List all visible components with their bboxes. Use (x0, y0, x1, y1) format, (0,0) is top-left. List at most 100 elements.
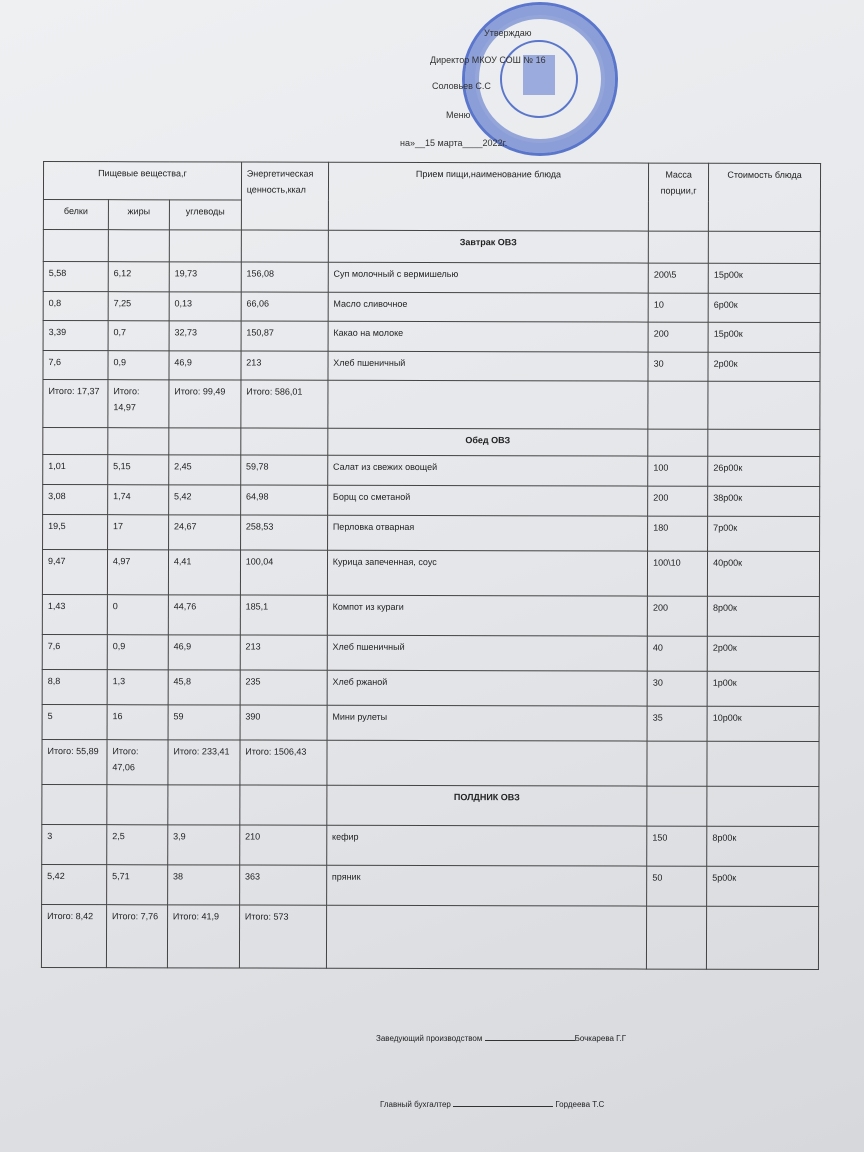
cell-energy: 235 (239, 670, 327, 706)
menu-table: Пищевые вещества,г Энергетическая ценнос… (41, 161, 821, 970)
cell-cost: 1р00к (707, 671, 820, 707)
total-row: Итого: 17,37 Итого: 14,97 Итого: 99,49 Итог… (42, 379, 820, 430)
director-name: Соловьев С.С (432, 81, 491, 91)
cell-fat: 4,97 (107, 549, 169, 595)
cell-dish-name: Суп молочный с вермишелью (327, 262, 649, 294)
cell-mass: 40 (647, 636, 708, 672)
cell-cost: 2р00к (708, 352, 821, 382)
dish-row: 3,39 0,7 32,73 150,87 Какао на молоке 200 15р0… (43, 320, 821, 353)
cell-mass: 30 (647, 671, 708, 707)
cell-mass: 100\10 (647, 551, 708, 597)
cell-dish-name: Масло сливочное (327, 292, 649, 323)
header-protein: белки (43, 199, 109, 230)
cell-protein: 3,39 (43, 320, 109, 351)
cell-fat: 6,12 (108, 261, 170, 292)
header-meal: Прием пищи,наименование блюда (328, 162, 649, 232)
cell-mass: 150 (646, 826, 707, 867)
total-cell: Итого: 17,37 (42, 379, 108, 428)
total-cell: Итого: 7,76 (106, 904, 168, 968)
cell-fat: 2,5 (106, 824, 168, 865)
dish-row: 1,43 0 44,76 185,1 Компот из кураги 200 8р00к (42, 594, 820, 637)
cell-dish-name: кефир (326, 825, 647, 867)
cell-dish-name: Компот из кураги (327, 595, 648, 637)
cell-protein: 5,58 (43, 261, 109, 292)
cell-cost: 10р00к (707, 706, 820, 742)
cell-protein: 19,5 (42, 514, 108, 550)
cell-protein: 8,8 (42, 669, 108, 705)
section-row: Завтрак ОВЗ (43, 229, 821, 264)
cell-fat: 0,9 (107, 350, 169, 380)
cell-protein: 0,8 (43, 291, 109, 321)
section-row: ПОЛДНИК ОВЗ (41, 784, 819, 827)
cell-mass: 50 (646, 866, 707, 907)
cell-protein: 7,6 (42, 350, 108, 380)
cell-protein: 5,42 (41, 864, 107, 905)
cell-carb: 4,41 (168, 549, 241, 596)
cell-mass: 180 (647, 516, 708, 552)
cell-fat: 5,71 (106, 864, 168, 905)
section-title: Завтрак ОВЗ (328, 230, 649, 264)
cell-dish-name: Борщ со сметаной (327, 485, 648, 517)
cell-carb: 0,13 (168, 291, 241, 322)
cell-mass: 200\5 (648, 263, 709, 294)
cell-dish-name: Перловка отварная (327, 515, 648, 552)
cell-fat: 0,7 (107, 320, 169, 351)
cell-mass: 200 (648, 322, 709, 353)
cell-fat: 0,9 (107, 634, 169, 670)
prod-label: Заведующий производством (376, 1034, 483, 1043)
cell-cost: 8р00к (707, 596, 820, 637)
accountant-signature: Главный бухгалтер Гордеева Т.С (380, 1096, 604, 1109)
cell-fat: 16 (106, 704, 168, 740)
dish-row: 5,42 5,71 38 363 пряник 50 5р00к (41, 864, 819, 907)
cell-energy: 213 (240, 351, 328, 381)
cell-cost: 38р00к (707, 486, 820, 517)
dish-row: 7,6 0,9 46,9 213 Хлеб пшеничный 40 2р00к (42, 634, 820, 672)
cell-energy: 185,1 (240, 595, 328, 636)
section-title: ПОЛДНИК ОВЗ (326, 785, 648, 827)
cell-mass: 200 (647, 486, 708, 517)
cell-fat: 5,15 (107, 454, 169, 485)
header-cost: Стоимость блюда (708, 163, 821, 232)
header-energy: Энергетическая ценность,ккал (241, 162, 329, 231)
cell-cost: 7р00к (707, 516, 820, 552)
cell-cost: 15р00к (708, 263, 821, 294)
cell-protein: 3 (41, 824, 107, 865)
cell-dish-name: Хлеб ржаной (326, 670, 648, 707)
cell-carb: 19,73 (169, 261, 242, 293)
dish-row: 3,08 1,74 5,42 64,98 Борщ со сметаной 200 38р0… (42, 484, 820, 517)
cell-carb: 46,9 (168, 350, 241, 381)
cell-cost: 8р00к (706, 826, 819, 867)
dish-row: 5 16 59 390 Мини рулеты 35 10р00к (42, 704, 820, 742)
cell-energy: 363 (239, 864, 327, 906)
header-carb: углеводы (169, 199, 242, 231)
dish-row: 1,01 5,15 2,45 59,78 Салат из свежих овощей 1… (42, 454, 820, 487)
cell-energy: 150,87 (240, 321, 328, 352)
cell-dish-name: Мини рулеты (326, 705, 648, 742)
cell-protein: 1,43 (42, 594, 108, 635)
cell-cost: 40р00к (707, 551, 820, 597)
dish-row: 7,6 0,9 46,9 213 Хлеб пшеничный 30 2р00к (42, 350, 821, 382)
total-cell: Итого: 573 (239, 904, 327, 969)
cell-protein: 3,08 (42, 484, 108, 515)
header-nutrients: Пищевые вещества,г (43, 161, 242, 201)
dish-row: 8,8 1,3 45,8 235 Хлеб ржаной 30 1р00к (42, 669, 820, 707)
cell-mass: 30 (648, 352, 709, 382)
total-cell: Итого: 41,9 (167, 904, 240, 968)
acc-label: Главный бухгалтер (380, 1100, 451, 1109)
dish-row: 5,58 6,12 19,73 156,08 Суп молочный с вермиш… (43, 261, 821, 294)
total-cell: Итого: 8,42 (41, 904, 107, 968)
cell-cost: 2р00к (707, 636, 820, 672)
section-row: Обед ОВЗ (42, 427, 820, 457)
cell-dish-name: Курица запеченная, соус (327, 550, 648, 597)
cell-carb: 2,45 (168, 454, 241, 486)
cell-carb: 44,76 (168, 594, 241, 636)
cell-fat: 7,25 (108, 291, 170, 321)
official-stamp (462, 2, 618, 156)
total-cell: Итого: 233,41 (167, 739, 240, 785)
section-title: Обед ОВЗ (327, 428, 648, 457)
cell-fat: 1,74 (107, 484, 169, 515)
cell-cost: 15р00к (708, 322, 821, 353)
dish-row: 19,5 17 24,67 258,53 Перловка отварная 180 7р0… (42, 514, 820, 552)
cell-fat: 0 (107, 594, 169, 635)
cell-fat: 1,3 (107, 669, 169, 705)
